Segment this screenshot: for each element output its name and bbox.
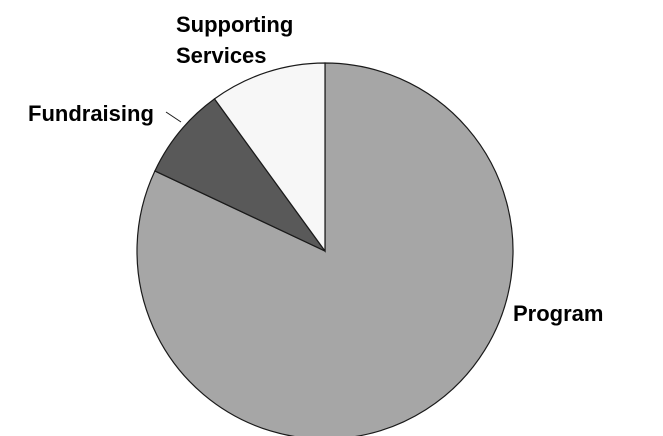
pie-leader-lines (165, 111, 182, 123)
pie-label-fundraising: Fundraising (28, 101, 154, 126)
pie-slice-fundraising (154, 98, 326, 252)
leader-line-fundraising (165, 111, 182, 123)
pie-slice-supporting-services (213, 62, 326, 253)
pie-label-supporting-services: Supporting Services (176, 12, 293, 68)
pie-label-program: Program (513, 301, 603, 326)
pie-labels: Program Fundraising Supporting Services (28, 12, 603, 326)
pie-slices (136, 62, 514, 436)
